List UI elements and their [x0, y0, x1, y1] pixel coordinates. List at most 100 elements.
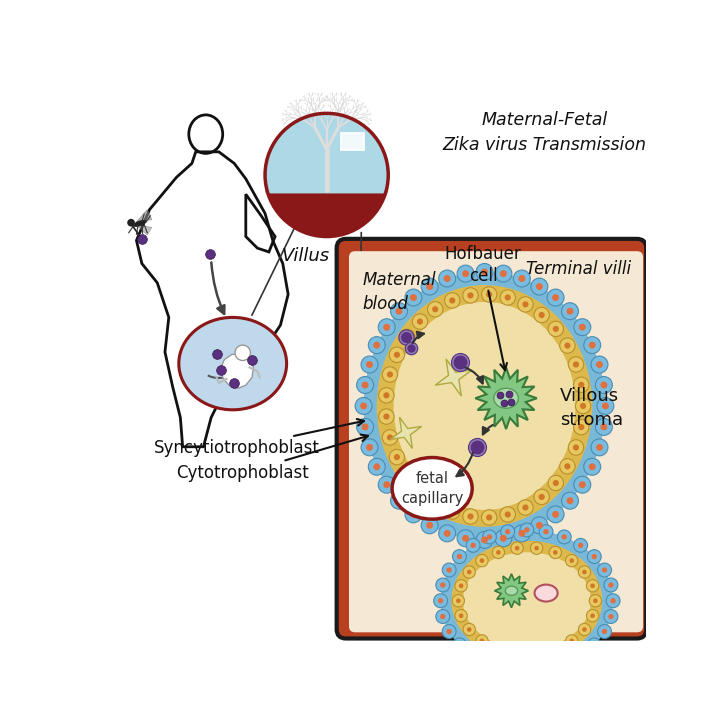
Circle shape: [390, 492, 408, 509]
Circle shape: [573, 444, 579, 451]
Circle shape: [466, 539, 480, 552]
Circle shape: [598, 563, 611, 577]
Circle shape: [531, 542, 543, 554]
Circle shape: [459, 583, 464, 588]
Circle shape: [602, 567, 607, 572]
Circle shape: [374, 342, 380, 348]
Circle shape: [436, 610, 450, 624]
Circle shape: [505, 294, 510, 300]
Circle shape: [578, 424, 585, 430]
Circle shape: [496, 550, 500, 554]
Circle shape: [265, 113, 388, 237]
Circle shape: [552, 294, 559, 301]
Ellipse shape: [177, 316, 288, 411]
Circle shape: [553, 326, 559, 332]
Circle shape: [410, 511, 417, 518]
Circle shape: [547, 289, 564, 306]
Circle shape: [500, 507, 516, 522]
Circle shape: [574, 419, 589, 435]
Circle shape: [524, 527, 529, 533]
Circle shape: [515, 546, 519, 551]
Circle shape: [440, 582, 446, 588]
Circle shape: [562, 662, 567, 667]
Circle shape: [438, 598, 444, 603]
Circle shape: [548, 321, 564, 337]
Circle shape: [591, 439, 608, 456]
Circle shape: [457, 265, 474, 282]
Circle shape: [444, 275, 451, 282]
Text: Hofbauer
cell: Hofbauer cell: [444, 245, 521, 370]
Ellipse shape: [505, 586, 518, 595]
Circle shape: [452, 549, 467, 564]
Circle shape: [598, 624, 611, 639]
Circle shape: [574, 649, 588, 663]
Circle shape: [592, 642, 597, 647]
Circle shape: [487, 534, 492, 539]
Circle shape: [574, 539, 588, 552]
Circle shape: [413, 314, 428, 329]
Circle shape: [463, 624, 475, 636]
Circle shape: [428, 495, 443, 510]
Circle shape: [513, 525, 531, 542]
Circle shape: [500, 535, 507, 541]
Circle shape: [421, 517, 438, 534]
Circle shape: [127, 219, 135, 227]
Circle shape: [495, 265, 512, 282]
Ellipse shape: [133, 220, 146, 227]
Ellipse shape: [451, 541, 603, 661]
Polygon shape: [265, 113, 388, 194]
Circle shape: [476, 554, 488, 567]
Circle shape: [444, 530, 451, 537]
Circle shape: [566, 554, 578, 567]
Polygon shape: [137, 210, 152, 222]
Circle shape: [390, 449, 405, 465]
Circle shape: [404, 334, 410, 340]
Circle shape: [524, 669, 529, 675]
Circle shape: [544, 529, 549, 534]
Circle shape: [539, 494, 545, 500]
Circle shape: [400, 467, 415, 482]
Circle shape: [513, 270, 531, 287]
Circle shape: [608, 614, 613, 619]
Circle shape: [523, 505, 528, 510]
Circle shape: [534, 307, 549, 323]
Circle shape: [597, 397, 614, 415]
Circle shape: [595, 418, 613, 436]
Circle shape: [570, 639, 574, 643]
Circle shape: [534, 489, 549, 505]
Circle shape: [574, 377, 589, 392]
Circle shape: [462, 270, 469, 277]
Circle shape: [578, 566, 590, 578]
Circle shape: [578, 624, 590, 636]
Circle shape: [549, 546, 562, 559]
Circle shape: [463, 288, 478, 303]
Circle shape: [480, 639, 485, 643]
Circle shape: [536, 522, 543, 528]
Circle shape: [596, 444, 603, 451]
Circle shape: [361, 356, 378, 373]
Circle shape: [360, 402, 367, 410]
Circle shape: [446, 629, 452, 634]
Circle shape: [442, 563, 456, 577]
Circle shape: [588, 549, 601, 564]
Circle shape: [553, 647, 557, 652]
Polygon shape: [435, 359, 472, 396]
Circle shape: [476, 531, 493, 549]
Circle shape: [562, 534, 567, 539]
Circle shape: [421, 278, 438, 295]
Circle shape: [559, 459, 575, 474]
Circle shape: [355, 397, 372, 415]
Circle shape: [578, 543, 583, 548]
Circle shape: [593, 598, 598, 603]
Circle shape: [589, 342, 595, 348]
Ellipse shape: [364, 272, 606, 540]
Circle shape: [584, 459, 600, 475]
Circle shape: [500, 663, 515, 677]
Circle shape: [417, 487, 423, 493]
Circle shape: [588, 638, 601, 652]
Circle shape: [600, 423, 608, 431]
Circle shape: [452, 638, 467, 652]
Circle shape: [534, 546, 539, 551]
Circle shape: [567, 307, 573, 315]
Text: Cytotrophoblast: Cytotrophoblast: [176, 435, 368, 482]
